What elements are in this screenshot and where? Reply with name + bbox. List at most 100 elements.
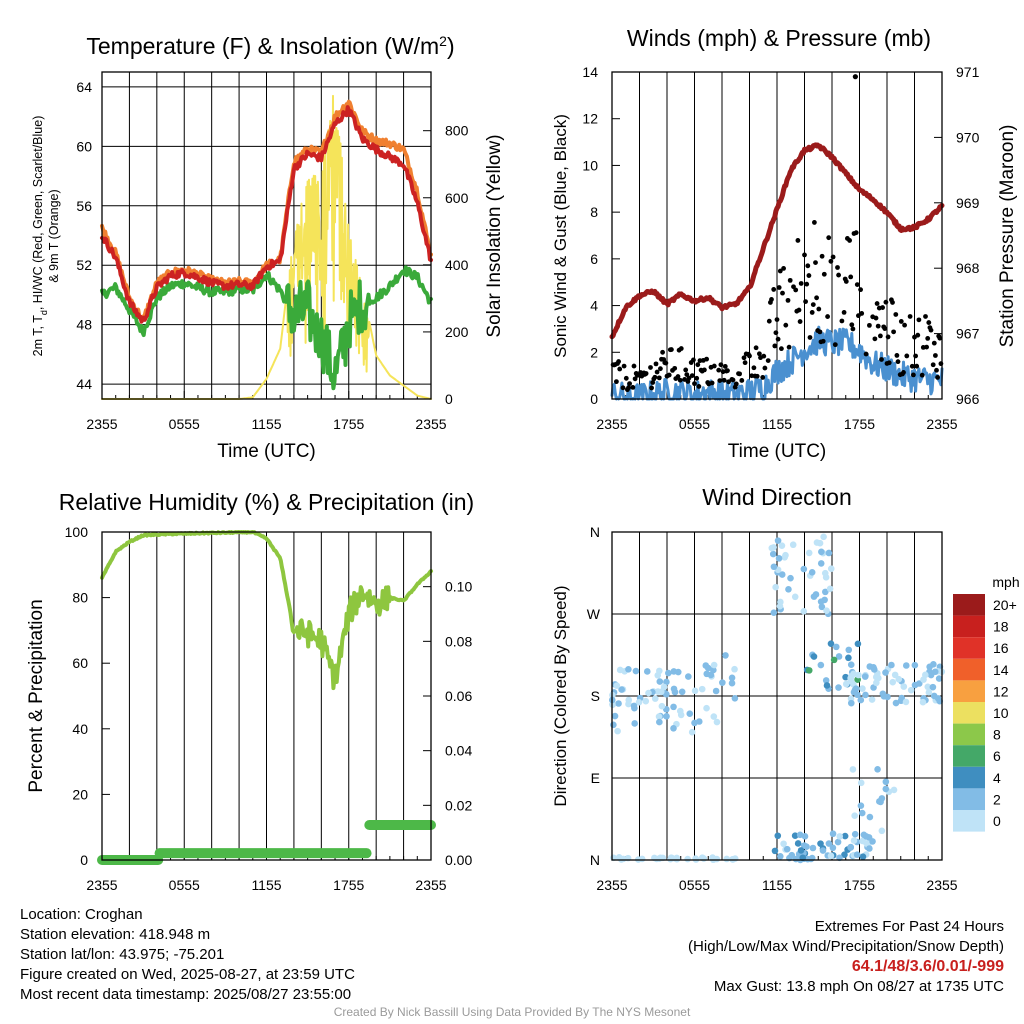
gust-point: [648, 365, 653, 370]
gust-point: [771, 287, 777, 292]
direction-point: [710, 713, 718, 720]
direction-point: [810, 653, 818, 660]
direction-point: [809, 844, 817, 852]
gust-point: [919, 372, 925, 378]
wind-speed-line: [610, 325, 944, 401]
direction-point: [826, 585, 834, 593]
gust-point: [847, 238, 852, 243]
gust-point: [882, 326, 888, 331]
direction-point: [822, 588, 829, 596]
gust-point: [863, 351, 869, 357]
gust-point: [634, 372, 640, 378]
direction-point: [700, 855, 708, 862]
gust-point: [893, 312, 899, 317]
direction-point: [703, 704, 710, 712]
gust-point: [721, 377, 727, 383]
direction-point: [789, 541, 797, 549]
gust-point-max: [852, 74, 858, 80]
direction-point: [835, 653, 843, 660]
direction-point: [931, 668, 939, 676]
direction-point: [610, 721, 617, 729]
direction-point: [827, 852, 835, 860]
wind-y-tick: 0: [590, 391, 598, 407]
direction-point: [851, 812, 858, 819]
gust-point: [814, 295, 819, 301]
temp-y2-tick: 200: [445, 324, 469, 340]
direction-point: [874, 766, 881, 773]
wind-y-tick: 12: [582, 111, 598, 127]
gust-point: [783, 322, 789, 328]
gust-point: [686, 375, 692, 381]
temp-y2-tick: 0: [445, 391, 453, 407]
gust-point: [849, 322, 855, 328]
gust-point: [926, 320, 932, 325]
direction-point: [816, 539, 824, 547]
direction-point: [834, 838, 842, 846]
wind-y2-tick: 971: [956, 64, 980, 80]
direction-point: [920, 676, 927, 683]
direction-point: [670, 703, 677, 711]
direction-point: [780, 840, 787, 848]
direction-point: [728, 679, 736, 687]
gust-point: [828, 258, 834, 264]
direction-point: [861, 673, 869, 680]
rh-y-label: Percent & Precipitation: [26, 599, 47, 792]
direction-point: [797, 847, 805, 854]
wind-y-tick: 4: [590, 298, 598, 314]
gust-point: [928, 327, 934, 333]
colorbar-label: 12: [993, 683, 1009, 699]
gust-point: [683, 367, 689, 373]
direction-point: [625, 700, 632, 708]
dir-x-tick: 2355: [596, 877, 627, 893]
gust-point: [913, 353, 918, 359]
gust-point: [675, 374, 681, 379]
direction-point: [616, 666, 624, 674]
gust-point: [793, 287, 799, 293]
colorbar-swatch: [953, 766, 985, 789]
direction-point: [888, 661, 895, 669]
gust-point: [787, 277, 793, 283]
colorbar-swatch: [953, 680, 985, 702]
direction-point: [857, 802, 865, 809]
colorbar-label: 18: [993, 619, 1009, 635]
colorbar-swatch: [953, 658, 985, 681]
gust-point: [678, 346, 684, 351]
gust-point: [935, 374, 940, 380]
direction-point: [655, 713, 663, 720]
gust-point: [819, 253, 825, 259]
dir-y-tick: S: [591, 688, 600, 704]
direction-point: [615, 700, 622, 707]
direction-point: [823, 607, 830, 615]
direction-point: [710, 666, 717, 674]
colorbar-label: 4: [993, 770, 1001, 786]
direction-point: [872, 673, 880, 681]
direction-point: [722, 652, 729, 659]
direction-point: [841, 832, 849, 840]
rh-y-tick: 40: [72, 721, 88, 737]
gust-point: [733, 381, 739, 387]
gust-point: [616, 359, 621, 364]
direction-point: [645, 689, 652, 697]
gust-point: [916, 317, 922, 323]
direction-point: [818, 548, 825, 556]
gust-point: [895, 359, 901, 365]
colorbar-label: 20+: [993, 597, 1017, 613]
gust-point: [909, 363, 915, 369]
direction-point: [878, 827, 886, 835]
gust-point: [776, 285, 782, 290]
direction-point: [625, 665, 632, 673]
rh-line: [100, 530, 433, 691]
created-text: Figure created on Wed, 2025-08-27, at 23…: [20, 966, 355, 983]
gust-point: [867, 322, 872, 328]
extremes-info: Extremes For Past 24 Hours (High/Low/Max…: [688, 917, 1004, 997]
temp-y2-label: Solar Insolation (Yellow): [484, 134, 505, 337]
wind-x-tick: 1155: [762, 416, 792, 432]
direction-point: [794, 840, 802, 847]
dir-x-tick: 1755: [844, 877, 875, 893]
gust-point: [872, 336, 878, 342]
direction-point: [731, 695, 739, 702]
direction-point: [866, 663, 874, 670]
direction-point: [884, 693, 891, 701]
gust-point: [879, 357, 884, 362]
direction-point: [728, 674, 736, 682]
